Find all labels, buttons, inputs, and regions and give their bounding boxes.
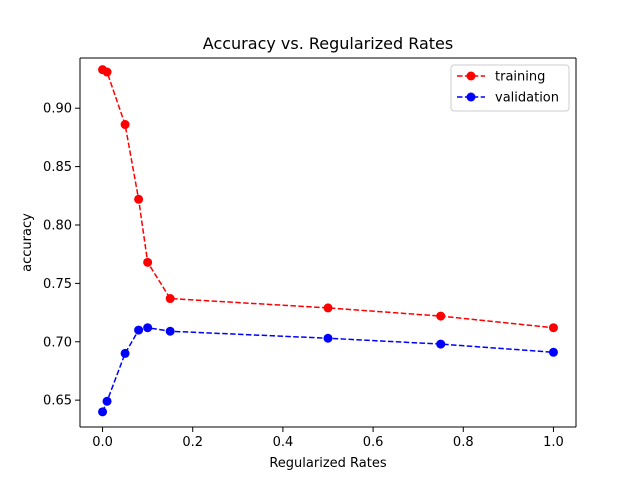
legend-swatch-marker-training bbox=[466, 71, 476, 81]
data-point-training bbox=[102, 67, 112, 77]
legend-item-training: training bbox=[457, 70, 545, 85]
legend: training validation bbox=[450, 64, 570, 112]
data-point-training bbox=[120, 120, 130, 130]
axes-frame bbox=[79, 57, 577, 428]
legend-label-validation: validation bbox=[495, 91, 559, 106]
x-tick-label: 0.0 bbox=[92, 435, 113, 450]
series-layer bbox=[98, 65, 558, 417]
data-point-training bbox=[134, 194, 144, 204]
data-point-validation bbox=[98, 407, 108, 417]
data-point-validation bbox=[143, 323, 153, 333]
plot-background bbox=[80, 58, 576, 427]
x-axis-ticks: 0.0 0.2 0.4 0.6 0.8 1.0 bbox=[92, 427, 564, 450]
y-tick-label: 0.85 bbox=[43, 160, 72, 175]
chart-title: Accuracy vs. Regularized Rates bbox=[203, 34, 453, 53]
legend-box bbox=[450, 64, 570, 112]
data-point-validation bbox=[436, 339, 446, 349]
x-tick-label: 0.8 bbox=[453, 435, 474, 450]
legend-swatch-marker-validation bbox=[466, 92, 476, 102]
data-point-validation bbox=[134, 325, 144, 335]
x-tick-label: 0.6 bbox=[363, 435, 384, 450]
data-point-training bbox=[143, 257, 153, 267]
data-point-training bbox=[436, 311, 446, 321]
y-tick-label: 0.90 bbox=[43, 102, 72, 117]
plot-area: 0.0 0.2 0.4 0.6 0.8 1.0 0.650.700.750.800.850… bbox=[43, 57, 577, 450]
data-point-validation bbox=[165, 326, 175, 336]
x-tick-label: 0.4 bbox=[273, 435, 294, 450]
data-point-validation bbox=[120, 348, 130, 358]
data-point-validation bbox=[102, 396, 112, 406]
legend-item-validation: validation bbox=[457, 91, 559, 106]
y-tick-label: 0.75 bbox=[43, 277, 72, 292]
data-point-training bbox=[548, 323, 558, 333]
data-point-validation bbox=[548, 347, 558, 357]
data-point-validation bbox=[323, 333, 333, 343]
data-point-training bbox=[323, 303, 333, 313]
legend-label-training: training bbox=[495, 70, 545, 85]
y-tick-label: 0.65 bbox=[43, 394, 72, 409]
y-axis-ticks: 0.65 0.70 0.75 0.80 0.85 0.90 bbox=[43, 102, 80, 409]
y-axis-label: accuracy bbox=[20, 213, 35, 272]
x-axis-label: Regularized Rates bbox=[269, 456, 386, 471]
x-tick-label: 1.0 bbox=[543, 435, 564, 450]
y-tick-label: 0.80 bbox=[43, 218, 72, 233]
x-tick-label: 0.2 bbox=[182, 435, 203, 450]
data-point-training bbox=[165, 294, 175, 304]
y-tick-label: 0.70 bbox=[43, 335, 72, 350]
